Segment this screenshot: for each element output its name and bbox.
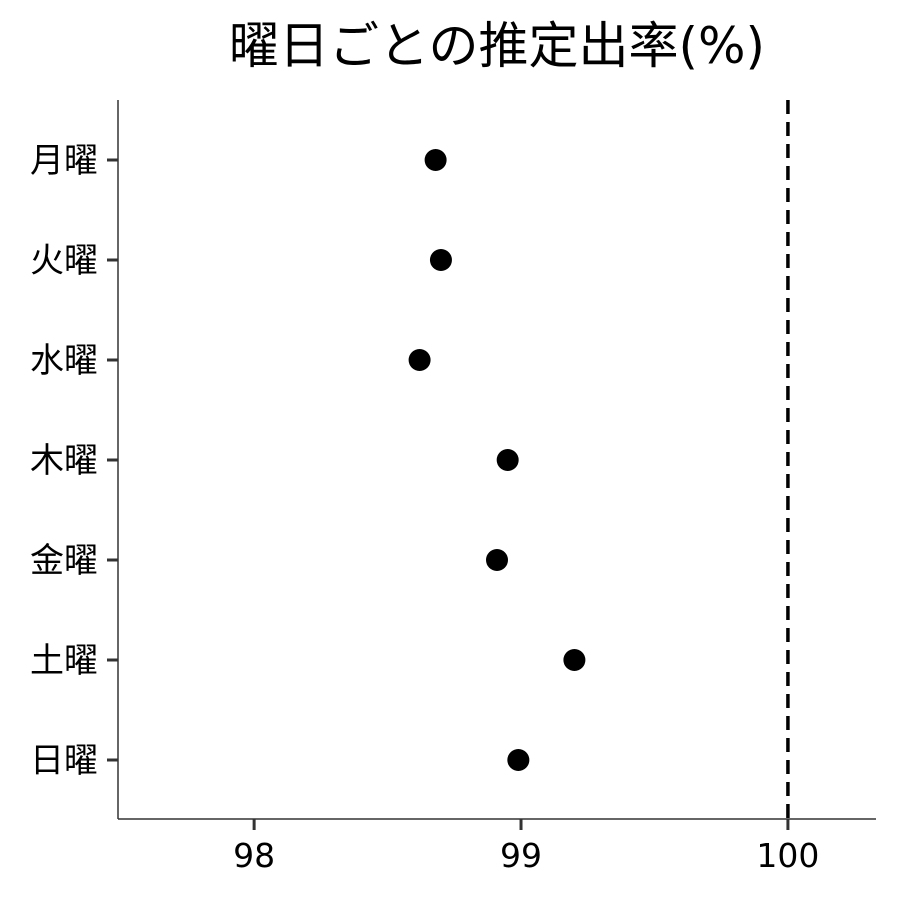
data-point xyxy=(563,649,586,671)
y-tick-label: 日曜 xyxy=(30,741,98,781)
data-point xyxy=(496,449,519,471)
data-point xyxy=(507,749,530,771)
data-points xyxy=(408,149,586,771)
x-tick-label: 100 xyxy=(756,836,819,875)
y-tick-label: 水曜 xyxy=(30,341,98,381)
chart-title: 曜日ごとの推定出率(%) xyxy=(229,17,765,75)
x-tick-label: 98 xyxy=(233,836,275,875)
x-tick-label: 99 xyxy=(500,836,542,875)
data-point xyxy=(486,549,508,571)
data-point xyxy=(424,149,447,171)
y-tick-label: 月曜 xyxy=(30,141,98,181)
x-ticks: 98 99 100 xyxy=(233,819,819,875)
data-point xyxy=(408,349,431,371)
y-tick-label: 土曜 xyxy=(30,641,98,681)
y-tick-label: 金曜 xyxy=(30,541,98,581)
y-tick-label: 火曜 xyxy=(30,241,98,281)
data-point xyxy=(429,249,452,271)
y-tick-label: 木曜 xyxy=(30,441,98,481)
